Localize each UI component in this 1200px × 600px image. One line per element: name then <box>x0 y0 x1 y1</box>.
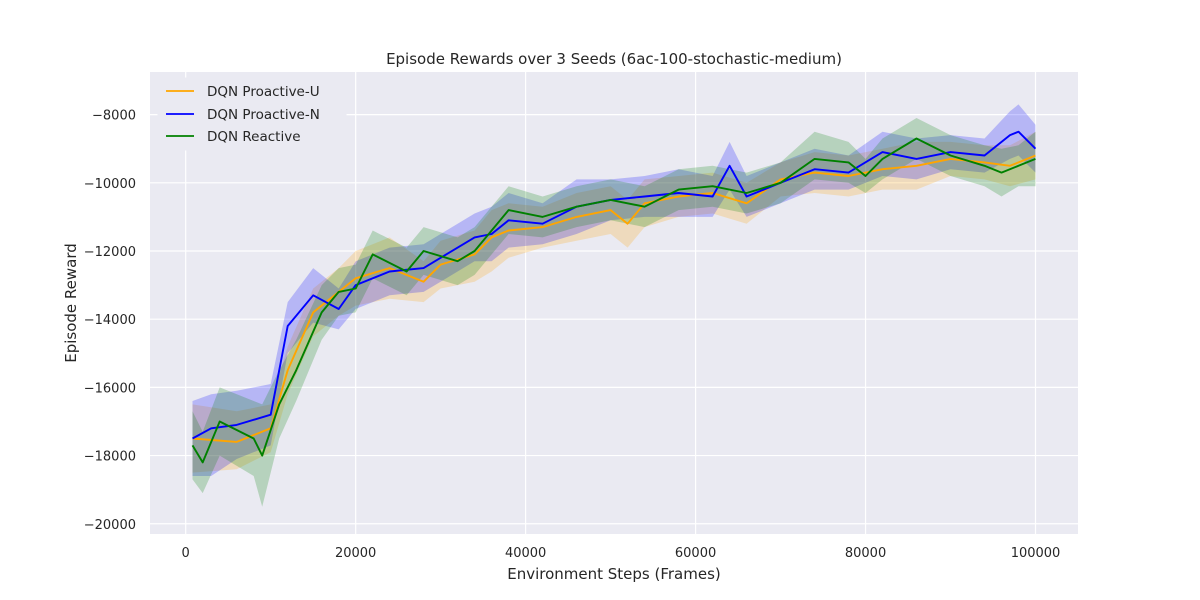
x-tick-label: 80000 <box>845 546 886 561</box>
x-tick-label: 40000 <box>505 546 546 561</box>
legend-label-0: DQN Proactive-U <box>207 84 320 100</box>
line-series-2 <box>191 137 1036 464</box>
x-tick-label: 60000 <box>675 546 716 561</box>
y-tick-label: −18000 <box>84 450 136 465</box>
legend-box <box>157 77 347 151</box>
line-series-0 <box>192 154 1036 443</box>
x-tick-label: 100000 <box>1011 546 1061 561</box>
y-tick-label: −10000 <box>84 177 136 192</box>
y-tick-label: −12000 <box>84 245 136 260</box>
legend-label-2: DQN Reactive <box>207 129 301 145</box>
grid <box>150 72 1078 534</box>
y-tick-label: −16000 <box>84 381 136 396</box>
legend: DQN Proactive-U DQN Proactive-N DQN Reac… <box>157 77 347 151</box>
legend-label-1: DQN Proactive-N <box>207 107 320 123</box>
x-tick-label: 20000 <box>335 546 376 561</box>
chart-title: Episode Rewards over 3 Seeds (6ac-100-st… <box>386 50 842 68</box>
x-tick-label: 0 <box>182 546 190 561</box>
band-series-2 <box>192 118 1036 507</box>
y-tick-label: −14000 <box>84 313 136 328</box>
y-tick-label: −8000 <box>92 109 136 124</box>
x-axis-label: Environment Steps (Frames) <box>507 565 721 583</box>
y-tick-label: −20000 <box>84 518 136 533</box>
band-series-1 <box>192 104 1036 477</box>
series-lines <box>191 130 1037 464</box>
y-axis-label: Episode Reward <box>62 243 80 363</box>
tick-labels: 0 20000 40000 60000 80000 100000 −20000 −18000 −… <box>84 109 1061 561</box>
